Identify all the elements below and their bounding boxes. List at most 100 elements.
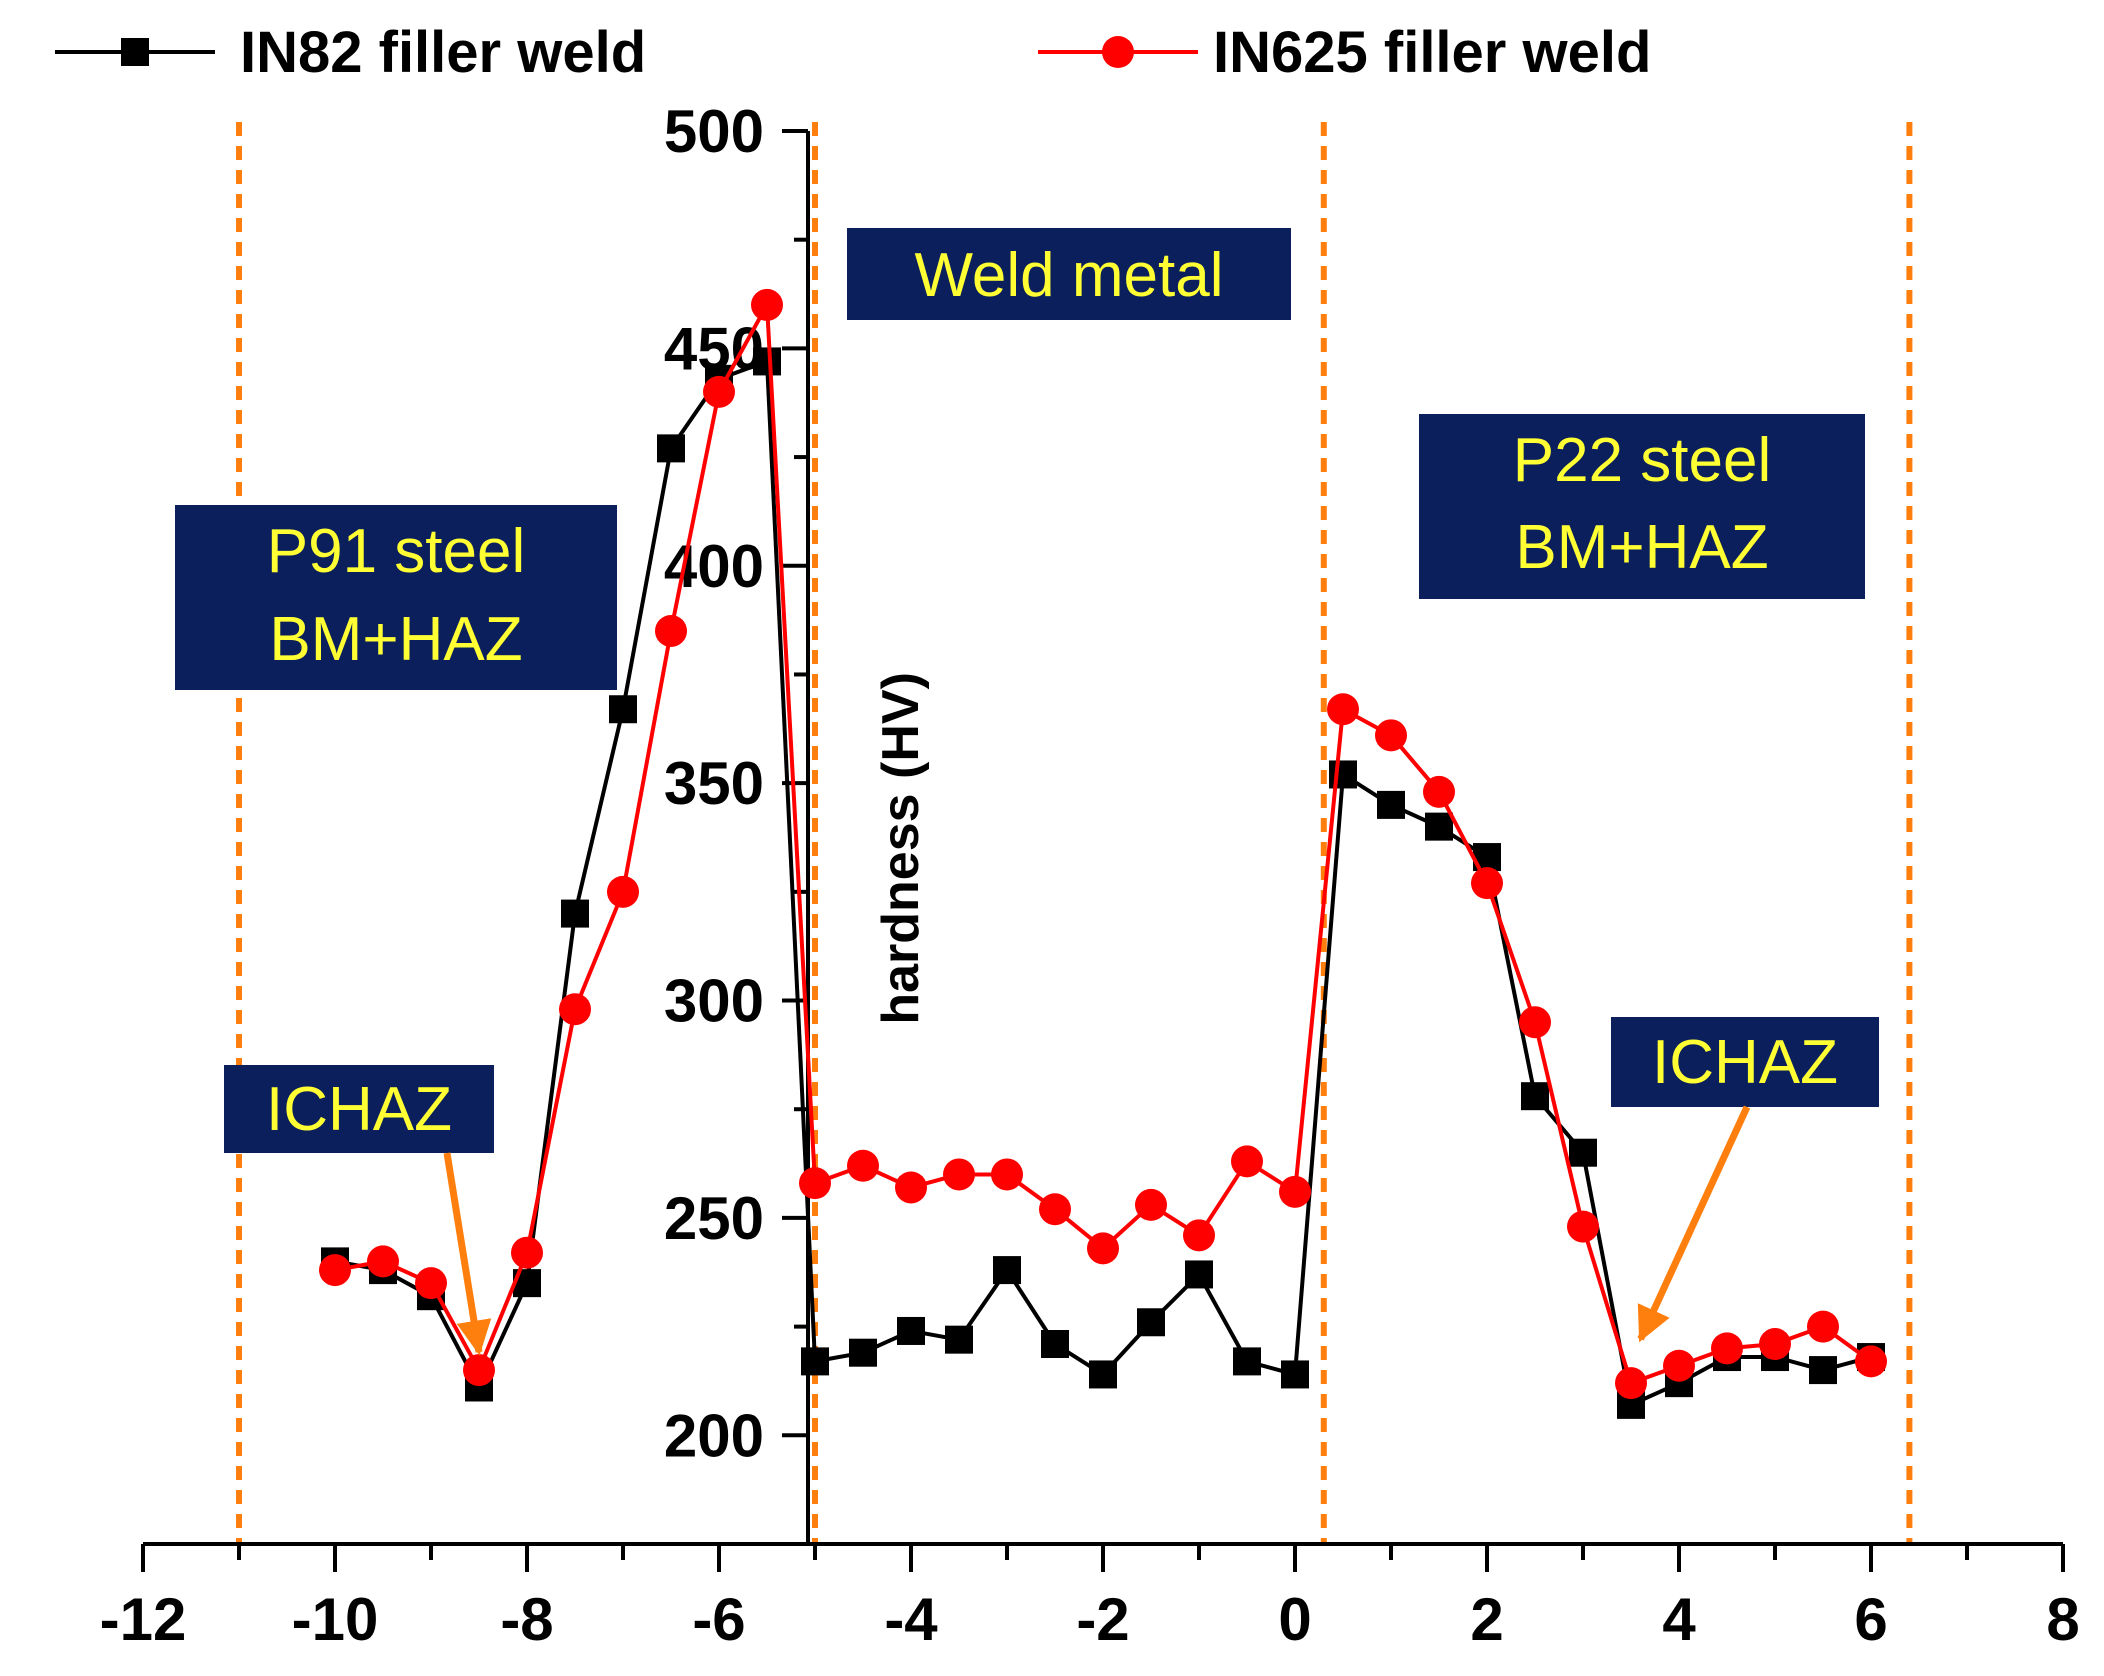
data-point-square bbox=[1425, 812, 1453, 841]
annotation-box bbox=[847, 228, 1291, 320]
annotation-1: P91 steel BM+HAZ bbox=[175, 505, 617, 690]
data-point-circle bbox=[367, 1245, 399, 1278]
data-point-circle bbox=[1087, 1232, 1119, 1265]
x-tick-label: 0 bbox=[1278, 1586, 1311, 1653]
annotation-label: BM+HAZ bbox=[1515, 513, 1768, 582]
y-tick-label: 200 bbox=[664, 1402, 764, 1469]
legend-marker-square bbox=[121, 38, 149, 66]
data-point-square bbox=[945, 1325, 973, 1354]
legend-label: IN82 filler weld bbox=[240, 20, 646, 85]
annotation-4: ICHAZ bbox=[224, 1065, 494, 1356]
annotation-label: P91 steel bbox=[267, 517, 526, 586]
data-point-square bbox=[1281, 1360, 1309, 1389]
legend-item-2: IN625 filler weld bbox=[1038, 20, 1651, 85]
data-point-circle bbox=[1519, 1006, 1551, 1039]
annotation-label: BM+HAZ bbox=[269, 605, 522, 674]
data-point-circle bbox=[991, 1158, 1023, 1191]
data-point-square bbox=[1521, 1082, 1549, 1111]
series-2 bbox=[319, 288, 1887, 1400]
data-point-circle bbox=[703, 375, 735, 408]
legend-label: IN625 filler weld bbox=[1213, 20, 1651, 85]
data-point-square bbox=[657, 434, 685, 463]
data-point-square bbox=[1329, 760, 1357, 789]
data-point-circle bbox=[1855, 1345, 1887, 1378]
y-tick-label: 300 bbox=[664, 968, 764, 1035]
data-point-circle bbox=[559, 993, 591, 1026]
annotation-label: ICHAZ bbox=[1652, 1028, 1838, 1097]
x-tick-label: -6 bbox=[692, 1586, 745, 1653]
series-group bbox=[319, 288, 1887, 1419]
annotation-3: P22 steel BM+HAZ bbox=[1419, 414, 1865, 599]
data-point-circle bbox=[655, 614, 687, 647]
data-point-circle bbox=[1759, 1328, 1791, 1361]
data-point-square bbox=[1569, 1138, 1597, 1167]
annotation-box bbox=[1419, 414, 1865, 599]
data-point-square bbox=[1809, 1356, 1837, 1385]
annotations: P91 steel BM+HAZ Weld metal P22 steel BM+HAZ… bbox=[175, 228, 1879, 1356]
data-point-circle bbox=[1135, 1188, 1167, 1221]
data-point-circle bbox=[1183, 1219, 1215, 1252]
annotation-box bbox=[175, 505, 617, 690]
data-point-square bbox=[801, 1347, 829, 1376]
legend-item-1: IN82 filler weld bbox=[55, 20, 646, 85]
annotation-2: Weld metal bbox=[847, 228, 1291, 320]
x-tick-label: 6 bbox=[1854, 1586, 1887, 1653]
data-point-circle bbox=[1039, 1193, 1071, 1226]
x-tick-label: 8 bbox=[2046, 1586, 2079, 1653]
legend-marker-circle bbox=[1102, 36, 1134, 68]
data-point-circle bbox=[799, 1167, 831, 1200]
data-point-circle bbox=[1567, 1210, 1599, 1243]
data-point-circle bbox=[1711, 1332, 1743, 1365]
data-point-circle bbox=[1663, 1349, 1695, 1382]
data-point-circle bbox=[1327, 693, 1359, 726]
data-point-circle bbox=[895, 1171, 927, 1204]
annotation-box bbox=[224, 1065, 494, 1153]
annotation-box bbox=[1611, 1017, 1879, 1107]
x-tick-label: -2 bbox=[1076, 1586, 1129, 1653]
data-point-circle bbox=[751, 288, 783, 321]
annotation-label: P22 steel bbox=[1513, 426, 1772, 495]
data-point-circle bbox=[511, 1236, 543, 1269]
annotation-arrow bbox=[443, 1152, 492, 1356]
data-point-circle bbox=[1279, 1175, 1311, 1208]
annotation-5: ICHAZ bbox=[1611, 1017, 1879, 1343]
legend: IN82 filler weld IN625 filler weld bbox=[55, 20, 1651, 85]
annotation-arrow bbox=[1637, 1105, 1751, 1343]
data-point-square bbox=[1185, 1260, 1213, 1289]
annotation-label: Weld metal bbox=[915, 241, 1224, 310]
data-point-square bbox=[849, 1338, 877, 1367]
data-point-circle bbox=[1615, 1367, 1647, 1400]
data-point-square bbox=[1377, 790, 1405, 819]
data-point-circle bbox=[1471, 867, 1503, 900]
data-point-circle bbox=[1375, 719, 1407, 752]
data-point-square bbox=[753, 347, 781, 376]
region-boundaries bbox=[236, 122, 1913, 1544]
x-tick-label: -10 bbox=[292, 1586, 379, 1653]
data-point-square bbox=[1137, 1308, 1165, 1337]
data-point-circle bbox=[943, 1158, 975, 1191]
x-tick-label: 4 bbox=[1662, 1586, 1696, 1653]
x-ticks: -12 -10 -8 -6 -4 -2 0 2 4 6 8 bbox=[100, 1544, 2080, 1653]
data-point-square bbox=[1233, 1347, 1261, 1376]
x-tick-label: -12 bbox=[100, 1586, 187, 1653]
data-point-circle bbox=[319, 1254, 351, 1287]
data-point-circle bbox=[1423, 775, 1455, 808]
data-point-circle bbox=[463, 1354, 495, 1387]
x-tick-label: -8 bbox=[500, 1586, 553, 1653]
y-axis-title: hardness (HV) bbox=[872, 672, 930, 1025]
data-point-square bbox=[1089, 1360, 1117, 1389]
data-point-square bbox=[1041, 1330, 1069, 1359]
data-point-circle bbox=[607, 875, 639, 908]
data-point-square bbox=[609, 695, 637, 724]
data-point-circle bbox=[1231, 1145, 1263, 1178]
series-1 bbox=[321, 347, 1885, 1419]
data-point-square bbox=[897, 1316, 925, 1345]
y-tick-label: 250 bbox=[664, 1185, 764, 1252]
data-point-circle bbox=[415, 1267, 447, 1300]
data-point-square bbox=[561, 899, 589, 928]
y-tick-label: 500 bbox=[664, 98, 764, 165]
x-tick-label: 2 bbox=[1470, 1586, 1503, 1653]
y-tick-label: 350 bbox=[664, 750, 764, 817]
